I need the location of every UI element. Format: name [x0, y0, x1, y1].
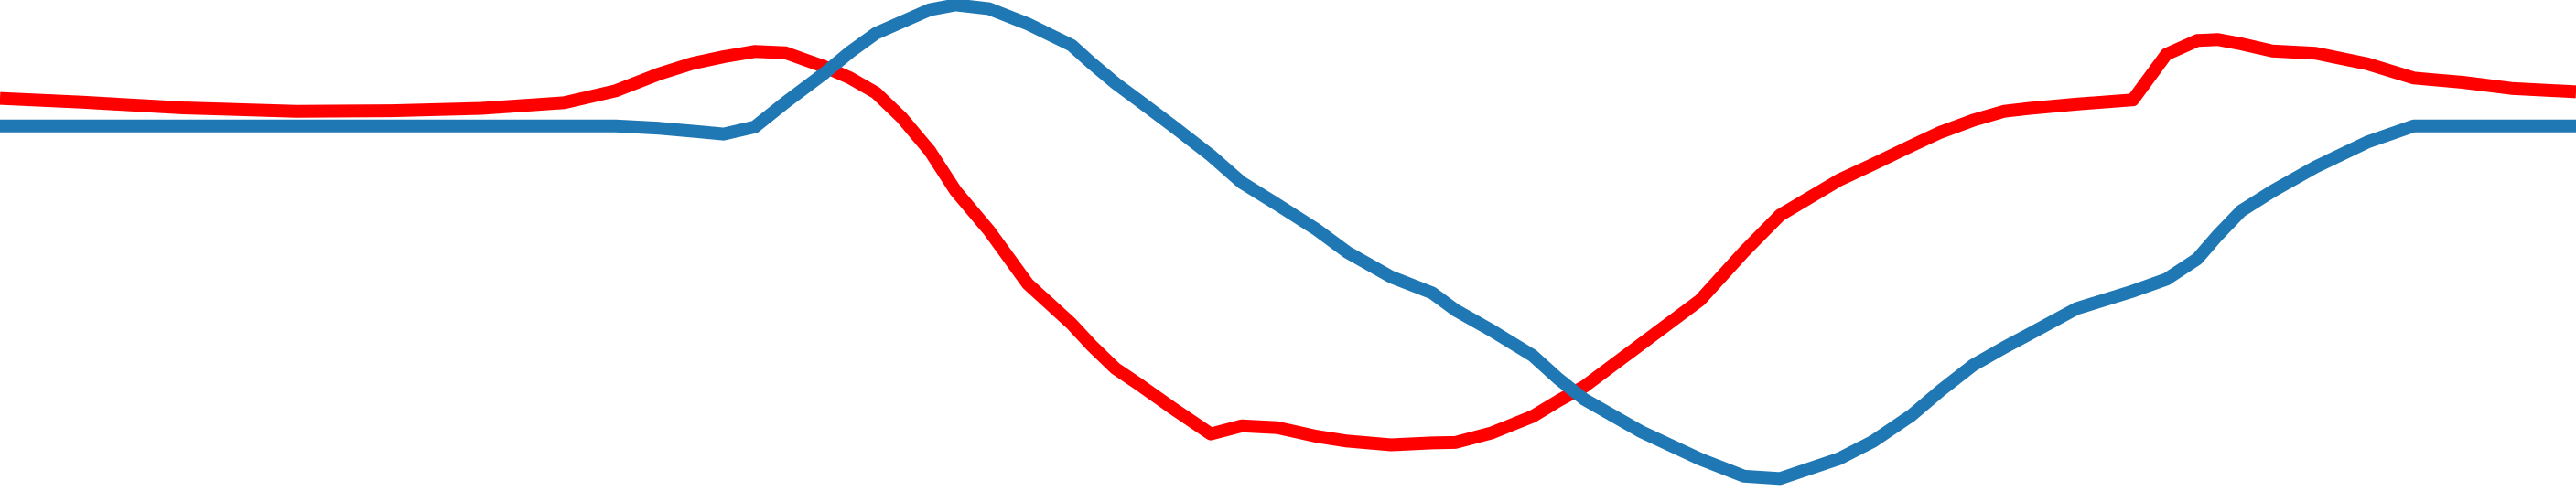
series-line-1 [0, 33, 2576, 452]
